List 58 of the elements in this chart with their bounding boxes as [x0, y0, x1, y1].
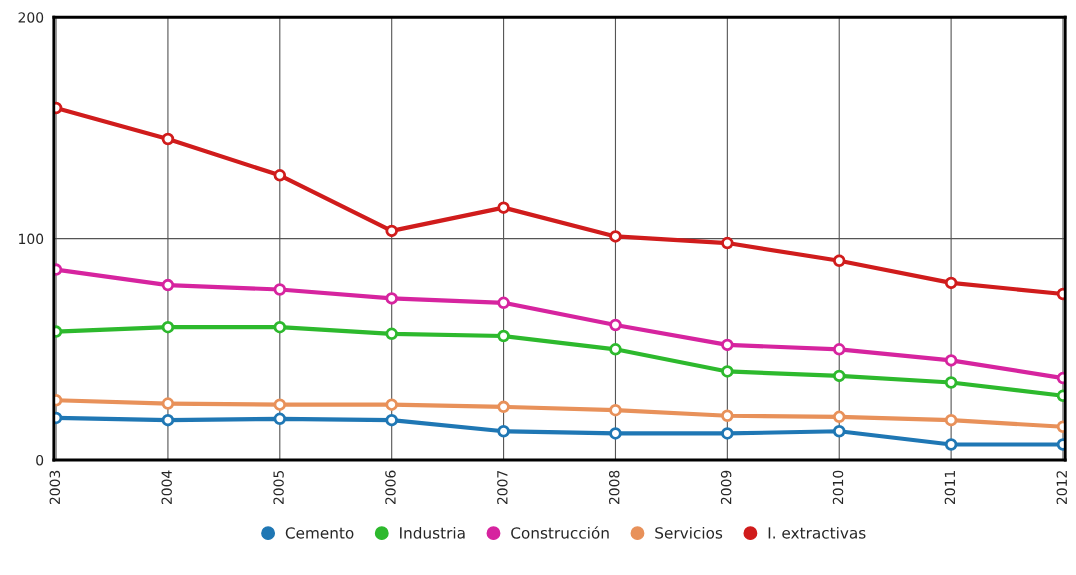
point — [385, 224, 398, 238]
point — [273, 398, 287, 411]
legend-label: I. extractivas — [768, 526, 866, 539]
point — [497, 201, 510, 214]
x-tick-label: 2010 — [832, 470, 844, 505]
x-tick-label: 2007 — [497, 470, 508, 505]
point — [832, 369, 846, 383]
point — [721, 236, 734, 250]
point — [385, 413, 398, 427]
legend-label: Industria — [400, 526, 465, 539]
point — [832, 254, 846, 268]
x-tick-label: 2012 — [1056, 471, 1068, 505]
point — [497, 424, 510, 438]
y-tick-label: 200 — [18, 12, 44, 23]
point — [609, 343, 622, 356]
x-tick-label: 2011 — [944, 471, 956, 505]
legend-label: Cemento — [285, 527, 354, 539]
y-tick-label: 0 — [36, 454, 44, 466]
x-tick-label: 2005 — [273, 470, 284, 505]
point — [161, 413, 175, 427]
point — [609, 318, 622, 332]
point — [497, 296, 510, 310]
point — [497, 400, 510, 414]
point — [273, 320, 287, 334]
point — [273, 412, 287, 426]
point — [944, 438, 958, 451]
point — [609, 403, 622, 417]
point — [609, 230, 622, 243]
point — [721, 365, 734, 378]
point — [609, 427, 622, 440]
y-tick-label: 100 — [19, 233, 44, 245]
point — [161, 132, 175, 146]
point — [832, 343, 846, 356]
point — [832, 424, 846, 438]
point — [721, 409, 734, 422]
point — [832, 410, 846, 424]
point — [385, 292, 398, 305]
legend-label: Construcción — [511, 526, 609, 539]
point — [273, 283, 287, 296]
point — [721, 427, 734, 440]
point — [385, 327, 398, 341]
legend-label: Servicios — [655, 526, 723, 539]
x-tick-label: 2004 — [161, 470, 172, 505]
point — [385, 398, 398, 411]
point — [161, 278, 175, 292]
x-tick-label: 2003 — [49, 470, 61, 505]
point — [944, 276, 958, 290]
point — [161, 397, 175, 410]
x-tick-label: 2006 — [385, 470, 396, 505]
point — [721, 338, 734, 352]
point — [161, 320, 175, 334]
x-tick-label: 2008 — [608, 470, 620, 505]
point — [944, 413, 958, 427]
point — [944, 376, 958, 389]
point — [497, 329, 510, 343]
point — [944, 354, 958, 367]
x-tick-label: 2009 — [720, 470, 732, 505]
point — [273, 169, 287, 182]
